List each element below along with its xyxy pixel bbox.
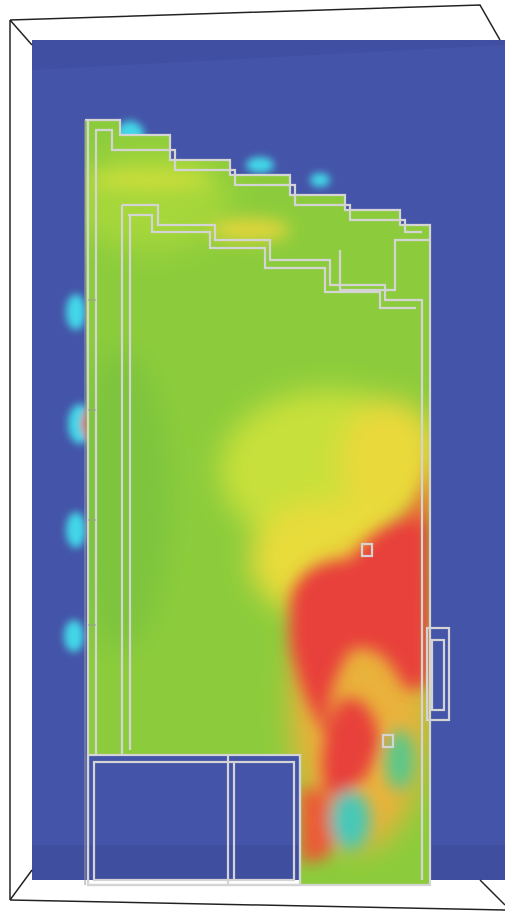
shape: [385, 730, 415, 790]
page: (() => { const data = JSON.parse(documen…: [0, 0, 505, 913]
shape: [310, 173, 330, 187]
shape: [66, 294, 86, 330]
shape: [246, 157, 274, 173]
shape: [66, 512, 86, 548]
shape: [330, 790, 370, 850]
shape: [90, 170, 210, 190]
floor-shade: [32, 845, 505, 880]
box-edge: [10, 870, 32, 900]
box-edge: [10, 900, 505, 910]
box-edge: [480, 880, 505, 905]
simulation-view: [0, 0, 505, 913]
shape: [210, 218, 290, 242]
box-edge: [10, 5, 500, 40]
box-edge: [10, 20, 32, 45]
shape: [70, 150, 230, 250]
shape: [64, 620, 84, 652]
